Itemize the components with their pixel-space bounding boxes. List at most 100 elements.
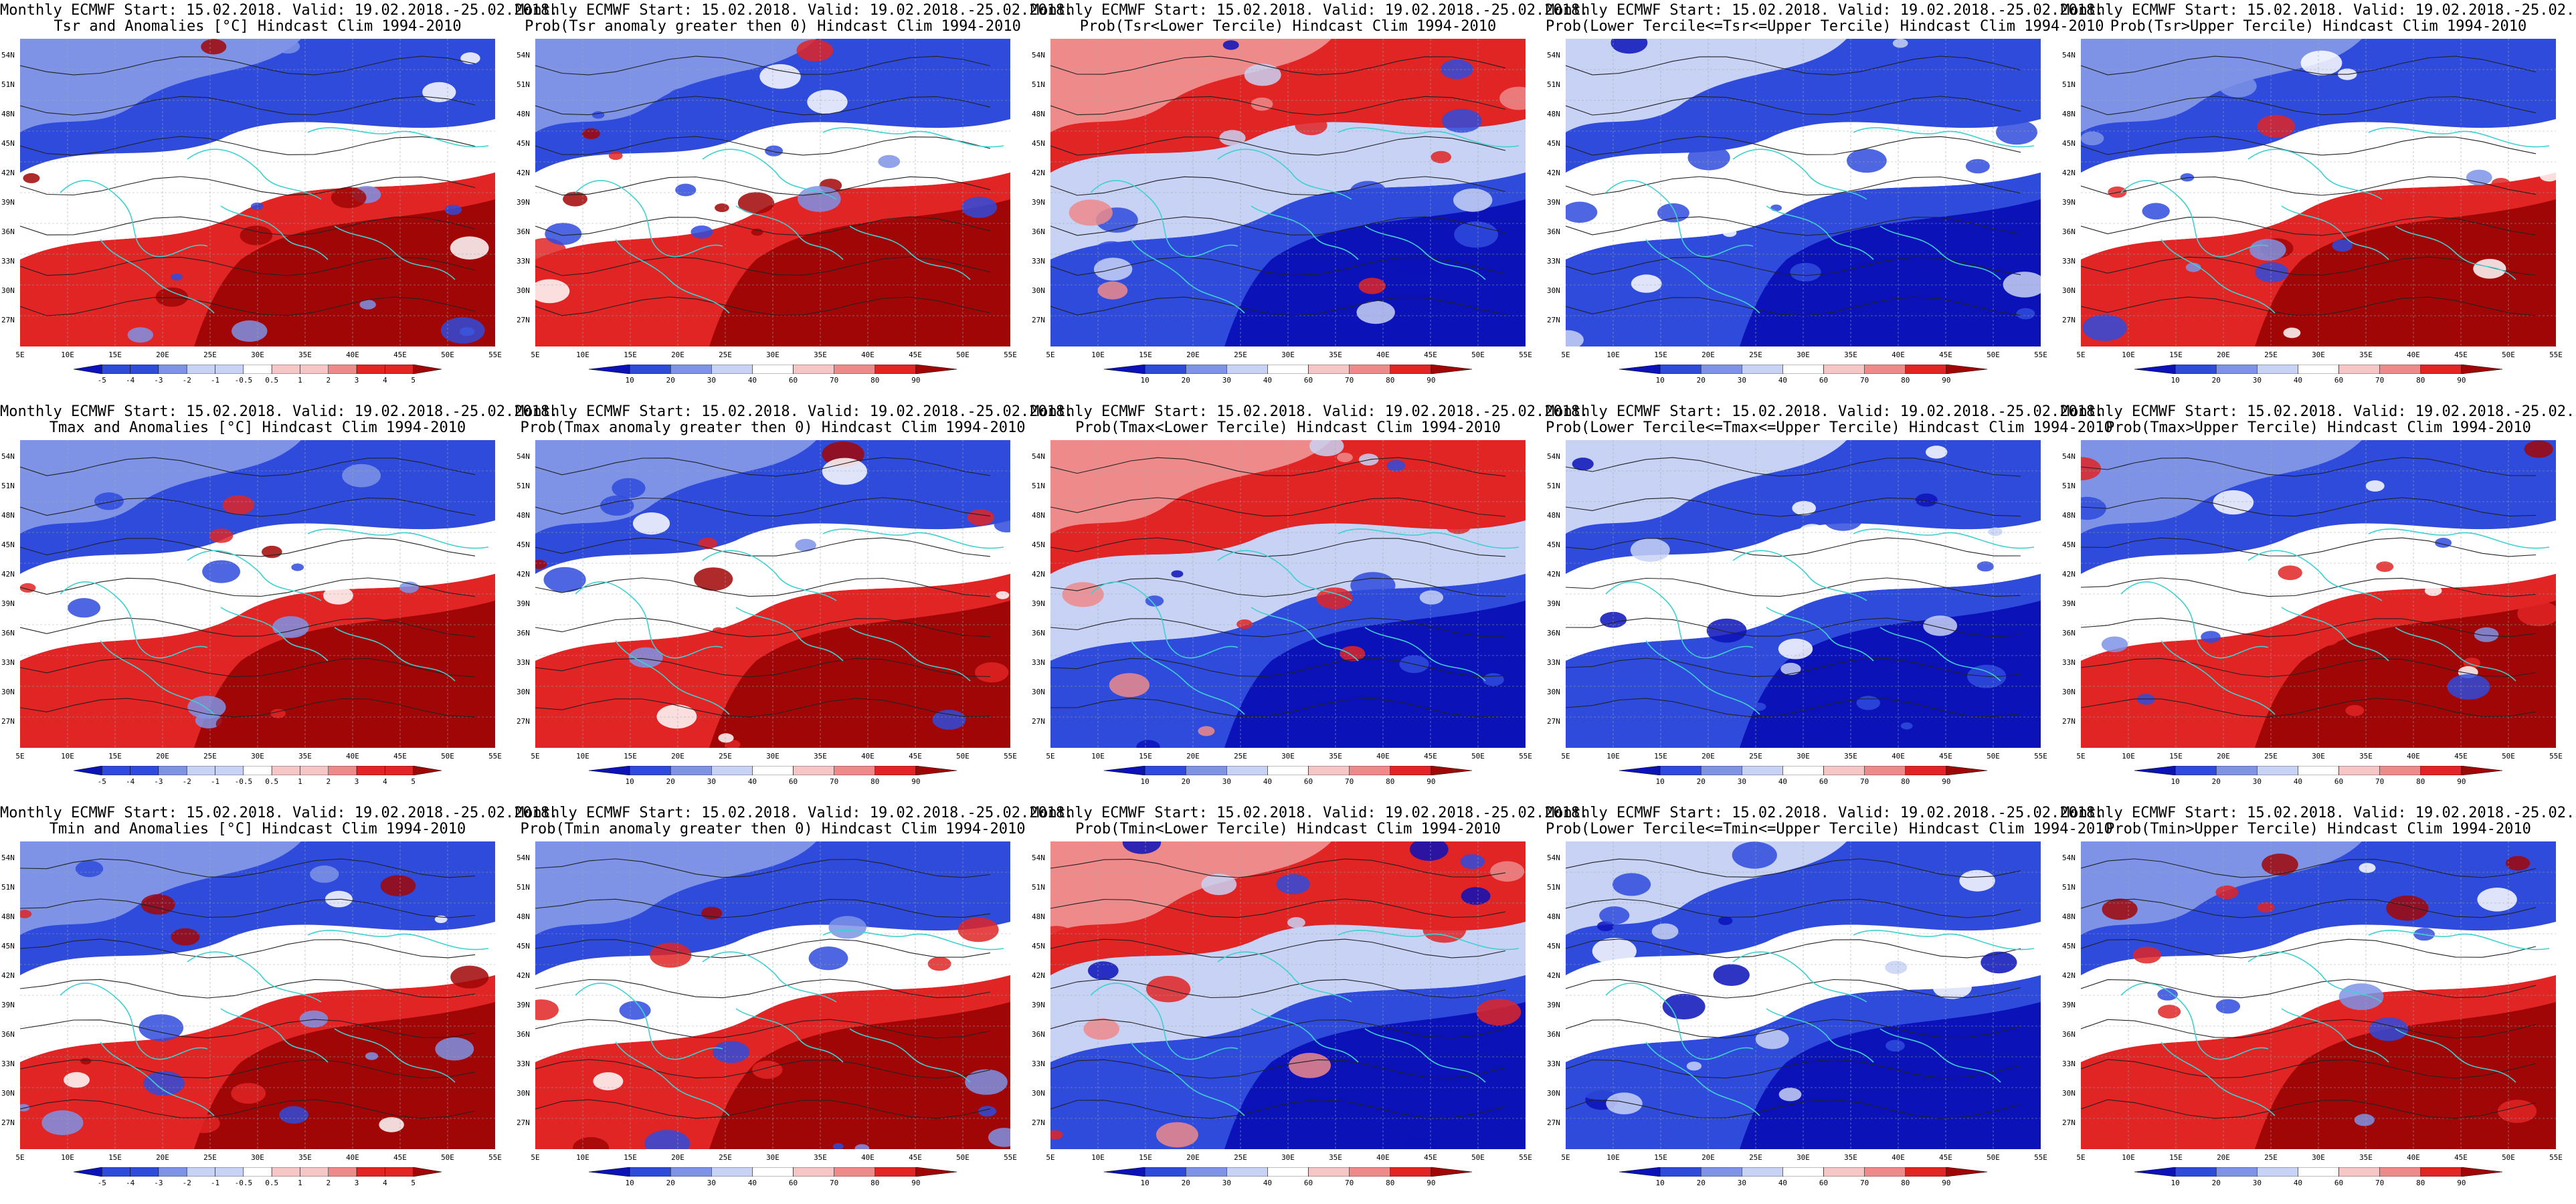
coastline <box>1732 550 1867 601</box>
north-core-region <box>20 39 301 132</box>
colorbar-step <box>752 766 794 775</box>
colorbar-arrow <box>2134 365 2176 374</box>
colorbar <box>2134 365 2502 374</box>
colorbar-arrow <box>589 766 630 775</box>
lat-tick-label: 33N <box>2062 1060 2076 1068</box>
colorbar-tick-label: 80 <box>1901 376 1910 385</box>
panel-title: Monthly ECMWF Start: 15.02.2018. Valid: … <box>1546 805 2113 837</box>
shade-blob <box>2278 565 2302 581</box>
lon-tick-label: 10E <box>1606 752 1620 761</box>
colorbar-arrow <box>1431 1167 1472 1177</box>
shade-blob <box>111 318 136 334</box>
isotherm-contour <box>2081 617 2537 637</box>
lon-tick-label: 20E <box>1186 1153 1200 1162</box>
lat-tick-label: 45N <box>1032 942 1045 950</box>
shade-blob <box>994 517 1010 532</box>
colorbar-step <box>834 1167 876 1177</box>
isotherm-contour <box>2081 1019 2537 1039</box>
colorbar-step <box>1226 365 1268 374</box>
colorbar-arrow <box>74 365 102 374</box>
colorbar-tick-label: 90 <box>1427 376 1436 385</box>
colorbar-step <box>1390 365 1432 374</box>
coastline <box>2160 239 2276 314</box>
coastline <box>60 983 208 1060</box>
lon-tick-label: 25E <box>2264 350 2278 359</box>
colorbar-step <box>2338 365 2380 374</box>
colorbar-step <box>2298 365 2339 374</box>
shade-blob <box>694 567 733 591</box>
isotherm-contour <box>1566 938 2021 959</box>
isotherm-contour <box>1566 96 2021 116</box>
colorbar-step <box>215 766 244 775</box>
lat-tick-label: 36N <box>517 629 530 637</box>
isotherm-contour <box>1050 577 1506 597</box>
colorbar-tick-label: 20 <box>1696 777 1706 786</box>
panel-subtitle: Prob(Lower Tercile<=Tmin<=Upper Tercile)… <box>1546 821 2113 837</box>
lat-tick-label: 39N <box>517 198 530 207</box>
shade-blob <box>1356 300 1395 324</box>
colorbar-tick-label: 30 <box>707 1179 716 1187</box>
isotherm-contour <box>2081 56 2537 76</box>
lon-tick-label: 55E <box>1004 350 1017 359</box>
shade-blob <box>1988 527 2003 536</box>
colorbar-arrow <box>1619 365 1661 374</box>
shade-blob <box>737 192 775 214</box>
colorbar-tick-label: 10 <box>1140 376 1149 385</box>
south-core-region <box>1224 199 1526 346</box>
panel-title: Monthly ECMWF Start: 15.02.2018. Valid: … <box>515 3 1073 35</box>
isotherm-contour <box>535 698 991 718</box>
lat-tick-label: 54N <box>2062 51 2076 60</box>
lat-tick-label: 39N <box>2062 599 2076 608</box>
lat-tick-label: 42N <box>2062 169 2076 177</box>
shade-blob <box>116 280 149 300</box>
lat-tick-label: 36N <box>1 1030 15 1039</box>
shade-blob <box>1611 39 1648 54</box>
colorbar-step <box>752 365 794 374</box>
panel-title: Monthly ECMWF Start: 15.02.2018. Valid: … <box>1546 3 2104 35</box>
lon-tick-label: 15E <box>1654 752 1667 761</box>
shade-blob <box>535 279 570 304</box>
lon-tick-label: 45E <box>1939 1153 1952 1162</box>
mid-shade-region <box>20 119 495 260</box>
shade-blob <box>2473 259 2506 279</box>
shade-blob <box>171 274 183 281</box>
lon-tick-label: 20E <box>671 752 684 761</box>
colorbar-step <box>793 1167 834 1177</box>
shade-blob <box>996 591 1010 599</box>
lat-tick-label: 30N <box>1 286 15 295</box>
colorbar-arrow <box>915 766 957 775</box>
lon-tick-label: 10E <box>61 350 74 359</box>
lat-tick-label: 36N <box>1547 1030 1560 1039</box>
lon-tick-label: 20E <box>671 350 684 359</box>
lat-tick-label: 54N <box>1 854 15 862</box>
panel-header-line: Monthly ECMWF Start: 15.02.2018. Valid: … <box>2061 2 2576 19</box>
coastline <box>1645 1041 1760 1116</box>
isotherm-contour <box>2081 898 2537 918</box>
shade-blob <box>1755 1029 1789 1049</box>
coastline <box>1766 607 1874 662</box>
shade-blob <box>115 574 146 592</box>
shade-blob <box>2354 1114 2375 1126</box>
lat-tick-label: 33N <box>1 257 15 266</box>
coastline <box>1130 640 1245 715</box>
panel-header-line: Monthly ECMWF Start: 15.02.2018. Valid: … <box>515 403 1074 420</box>
shade-blob <box>1915 493 1938 507</box>
colorbar-step <box>1700 365 1742 374</box>
isotherm-contour <box>535 1099 991 1119</box>
lon-tick-label: 20E <box>2217 1153 2230 1162</box>
isotherm-contour <box>2081 658 2537 678</box>
shade-blob <box>1122 128 1147 144</box>
lat-tick-label: 39N <box>1547 599 1560 608</box>
colorbar-tick-label: 1 <box>298 777 302 786</box>
panel-subtitle: Tsr and Anomalies [°C] Hindcast Clim 199… <box>54 18 462 35</box>
colorbar-tick-label: 10 <box>625 777 634 786</box>
coastline <box>735 1008 844 1063</box>
shade-blob <box>2213 490 2254 515</box>
shade-blob <box>1368 637 1395 654</box>
lat-tick-label: 27N <box>2062 1118 2076 1127</box>
shade-blob <box>2225 50 2269 76</box>
lon-tick-label: 25E <box>1234 350 1247 359</box>
colorbar-tick-label: 0.5 <box>265 1179 279 1187</box>
colorbar-arrow <box>2461 1167 2502 1177</box>
shade-blob <box>1706 618 1747 643</box>
